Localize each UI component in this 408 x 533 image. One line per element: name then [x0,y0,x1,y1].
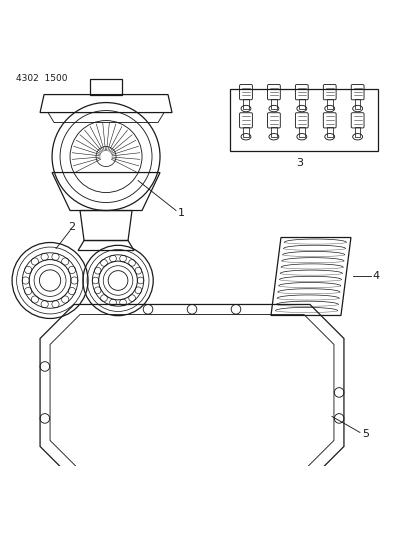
Text: 4302  1500: 4302 1500 [16,74,68,83]
Bar [299,99,305,109]
Text: 2: 2 [69,222,75,231]
Bar [271,127,277,137]
Bar [243,99,249,109]
Bar [327,99,333,109]
Bar [230,88,378,150]
Text: 3: 3 [297,158,304,168]
Text: 4: 4 [373,271,380,281]
Text: 5: 5 [362,430,369,439]
Bar [271,99,277,109]
Text: 1: 1 [178,207,185,217]
Bar [355,99,361,109]
Bar [355,127,361,137]
Bar [327,127,333,137]
Bar [243,127,249,137]
Bar [299,127,305,137]
